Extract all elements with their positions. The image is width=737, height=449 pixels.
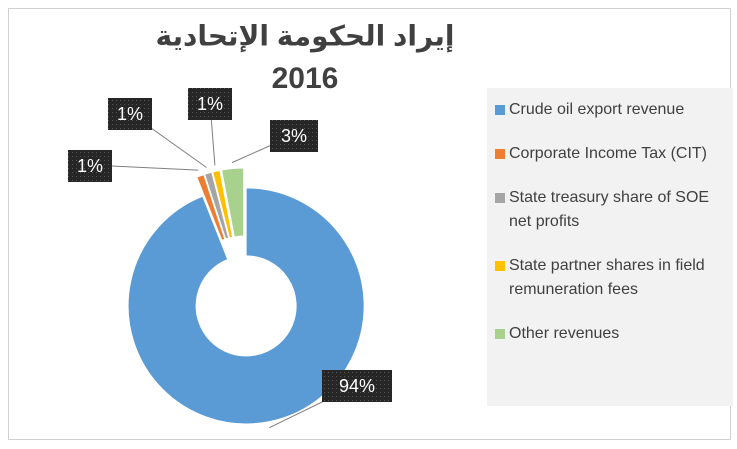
legend-swatch bbox=[495, 193, 505, 203]
legend-label: State partner shares in field remunerati… bbox=[509, 257, 705, 298]
data-label: 1% bbox=[77, 156, 103, 176]
legend-item: Crude oil export revenue bbox=[495, 98, 727, 122]
legend-label: Crude oil export revenue bbox=[509, 101, 685, 118]
legend-swatch bbox=[495, 261, 505, 271]
data-label: 1% bbox=[117, 104, 143, 124]
donut-slice bbox=[196, 173, 226, 241]
data-label-box bbox=[322, 370, 392, 402]
legend: Crude oil export revenue Corporate Income… bbox=[487, 88, 733, 406]
legend-label: Corporate Income Tax (CIT) bbox=[509, 145, 707, 162]
legend-item: State partner shares in field remunerati… bbox=[495, 254, 727, 302]
data-label-box bbox=[270, 120, 318, 152]
legend-item: State treasury share of SOE net profits bbox=[495, 186, 727, 234]
data-label: 1% bbox=[197, 94, 223, 114]
legend-label: State treasury share of SOE net profits bbox=[509, 189, 710, 230]
donut-slice bbox=[211, 169, 234, 239]
data-label-box bbox=[68, 150, 112, 182]
legend-item: Other revenues bbox=[495, 322, 727, 346]
chart-title: إيراد الحكومة الإتحادية bbox=[155, 20, 454, 53]
donut-slice bbox=[127, 187, 365, 425]
donut-slice bbox=[203, 171, 230, 240]
data-label-box bbox=[108, 98, 152, 130]
legend-swatch bbox=[495, 149, 505, 159]
data-label-box bbox=[188, 88, 232, 120]
data-label: 94% bbox=[339, 376, 375, 396]
legend-swatch bbox=[495, 329, 505, 339]
legend-swatch bbox=[495, 105, 505, 115]
legend-item: Corporate Income Tax (CIT) bbox=[495, 142, 727, 166]
data-label: 3% bbox=[281, 126, 307, 146]
legend-label: Other revenues bbox=[509, 325, 620, 342]
donut-slice bbox=[220, 167, 245, 238]
chart-subtitle: 2016 bbox=[272, 62, 339, 95]
